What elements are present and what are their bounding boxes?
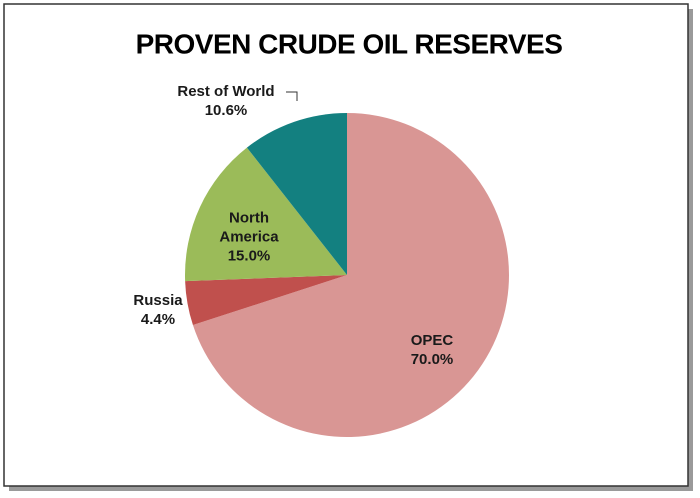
slice-category-label: OPEC xyxy=(410,332,454,349)
slice-label: North America 15.0% xyxy=(212,209,287,266)
pie-slice xyxy=(185,275,347,326)
pie-slice xyxy=(185,147,347,282)
slice-value-label: 10.6% xyxy=(204,102,248,119)
slice-category-label: Rest of World xyxy=(177,83,275,100)
slice-value-label: 70.0% xyxy=(410,351,454,368)
slice-label: OPEC 70.0% xyxy=(392,331,472,369)
pie-slice xyxy=(192,113,510,437)
leader-line xyxy=(286,91,298,101)
pie-slice xyxy=(246,113,347,275)
slice-value-label: 4.4% xyxy=(140,311,176,328)
slice-category-label: North America xyxy=(219,209,279,246)
pie xyxy=(185,113,510,437)
slice-label: Rest of World 10.6% xyxy=(161,82,291,120)
slice-label: Russia 4.4% xyxy=(123,291,193,329)
slice-value-label: 15.0% xyxy=(227,247,271,265)
slice-category-label: Russia xyxy=(133,292,183,309)
chart-title: PROVEN CRUDE OIL RESERVES xyxy=(136,28,563,59)
